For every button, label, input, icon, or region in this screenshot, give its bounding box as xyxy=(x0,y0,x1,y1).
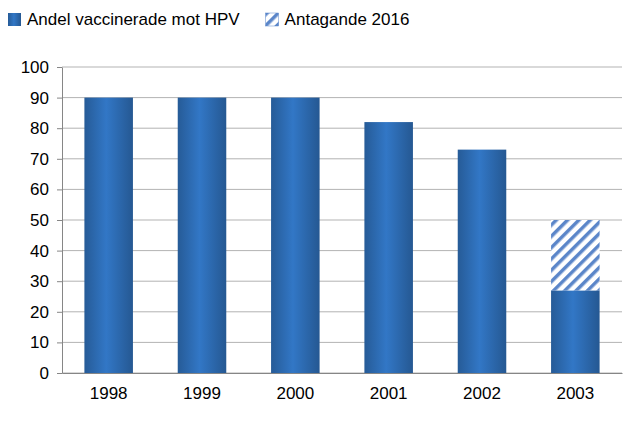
grid-line xyxy=(62,281,622,282)
y-tick-label: 90 xyxy=(30,89,49,108)
x-tick-label: 2000 xyxy=(276,384,314,403)
bar xyxy=(551,290,600,373)
grid-line xyxy=(62,311,622,312)
x-tick-label: 2002 xyxy=(463,384,501,403)
grid-line xyxy=(62,250,622,251)
y-tick-mark xyxy=(57,220,62,221)
y-tick: 30 xyxy=(30,272,62,291)
grid-line xyxy=(62,97,622,98)
y-tick: 100 xyxy=(21,58,62,77)
y-tick-mark xyxy=(57,98,62,99)
bar xyxy=(364,122,413,373)
x-tick: 1998 xyxy=(90,373,128,403)
bar xyxy=(551,220,600,290)
y-tick: 60 xyxy=(30,180,62,199)
y-tick: 90 xyxy=(30,89,62,108)
y-tick: 80 xyxy=(30,119,62,138)
legend: Andel vaccinerade mot HPV Antagande 2016 xyxy=(8,10,409,29)
x-tick-label: 2003 xyxy=(556,384,594,403)
x-tick-label: 1998 xyxy=(90,384,128,403)
y-tick: 70 xyxy=(30,150,62,169)
x-axis: 1998 1999 2000 2001 2002 2003 xyxy=(63,373,623,403)
y-tick-label: 40 xyxy=(30,242,49,261)
grid-line xyxy=(62,373,622,374)
grid-line xyxy=(62,220,622,221)
y-axis: 0 10 20 30 40 50 60 70 80 90 100 xyxy=(21,58,63,383)
y-tick: 20 xyxy=(30,303,62,322)
legend-label: Antagande 2016 xyxy=(285,10,410,29)
legend-swatch xyxy=(8,13,21,26)
y-axis-line xyxy=(62,68,63,374)
bar xyxy=(178,98,227,373)
x-tick: 1999 xyxy=(183,373,221,403)
grid-line xyxy=(62,189,622,190)
y-tick-mark xyxy=(57,251,62,252)
y-tick-mark xyxy=(57,312,62,313)
grid-line xyxy=(62,158,622,159)
legend-swatch xyxy=(266,13,279,26)
chart: 0 10 20 30 40 50 60 70 80 90 100 1998 1999 2000 2001 20… xyxy=(0,0,641,427)
legend-item: Andel vaccinerade mot HPV xyxy=(8,10,240,29)
plot: 0 10 20 30 40 50 60 70 80 90 100 1998 1999 2000 2001 20… xyxy=(21,58,623,403)
x-tick: 2001 xyxy=(370,373,408,403)
grid xyxy=(62,67,622,373)
y-tick-label: 10 xyxy=(30,333,49,352)
y-tick-label: 100 xyxy=(21,58,49,77)
x-axis-line xyxy=(63,373,623,374)
y-tick: 50 xyxy=(30,211,62,230)
y-tick: 0 xyxy=(40,364,62,383)
y-tick-label: 70 xyxy=(30,150,49,169)
x-tick: 2003 xyxy=(556,373,594,403)
y-tick-label: 30 xyxy=(30,272,49,291)
y-tick-mark xyxy=(57,281,62,282)
grid-line xyxy=(62,342,622,343)
x-tick: 2002 xyxy=(463,373,501,403)
y-tick: 40 xyxy=(30,242,62,261)
legend-label: Andel vaccinerade mot HPV xyxy=(27,10,240,29)
y-tick-mark xyxy=(57,373,62,374)
grid-line xyxy=(62,67,622,68)
bar xyxy=(84,98,133,373)
x-tick-label: 2001 xyxy=(370,384,408,403)
y-tick-label: 0 xyxy=(40,364,49,383)
bar xyxy=(271,98,320,373)
y-tick-mark xyxy=(57,128,62,129)
y-tick: 10 xyxy=(30,333,62,352)
y-tick-label: 50 xyxy=(30,211,49,230)
x-tick-label: 1999 xyxy=(183,384,221,403)
x-tick: 2000 xyxy=(276,373,314,403)
y-tick-label: 80 xyxy=(30,119,49,138)
legend-item: Antagande 2016 xyxy=(266,10,410,29)
y-tick-mark xyxy=(57,189,62,190)
grid-line xyxy=(62,128,622,129)
y-tick-label: 20 xyxy=(30,303,49,322)
bars xyxy=(84,98,599,373)
y-tick-mark xyxy=(57,67,62,68)
y-tick-label: 60 xyxy=(30,180,49,199)
bar xyxy=(458,150,507,373)
y-tick-mark xyxy=(57,342,62,343)
y-tick-mark xyxy=(57,159,62,160)
